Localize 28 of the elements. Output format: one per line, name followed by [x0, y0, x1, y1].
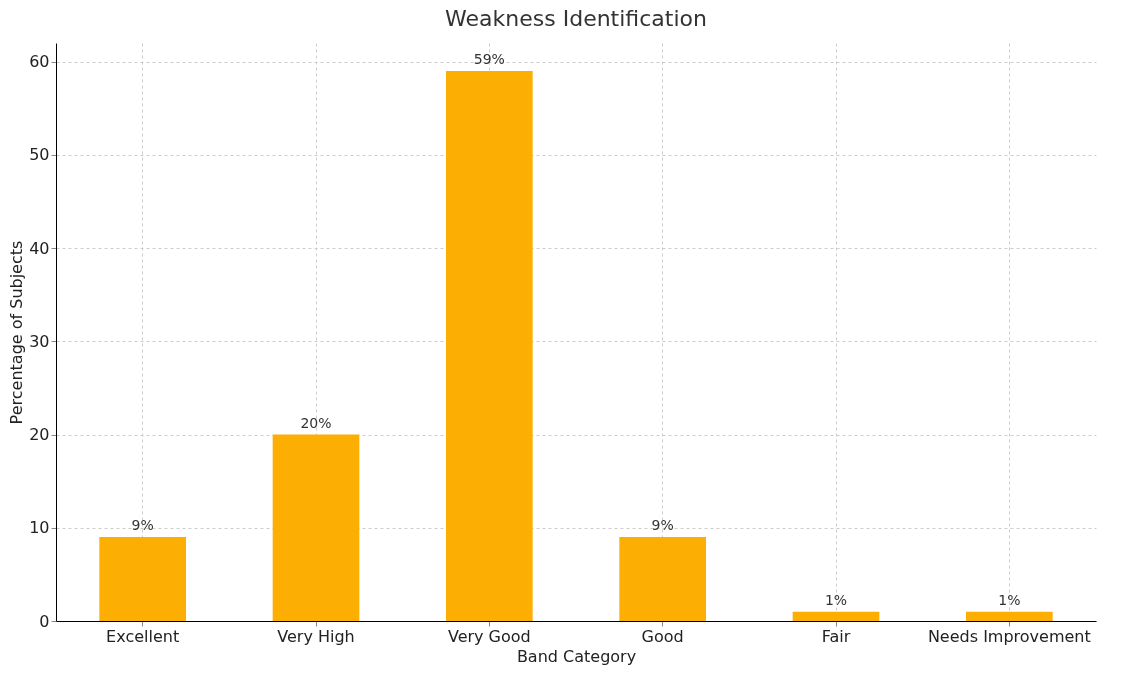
data-label: 20%: [300, 414, 332, 431]
data-label: 59%: [473, 50, 505, 67]
x-tick-label: Very High: [277, 626, 355, 646]
data-label: 9%: [651, 517, 674, 534]
bar: [792, 611, 880, 621]
x-axis-title: Band Category: [516, 646, 637, 666]
chart-title: Weakness Identification: [445, 6, 707, 31]
bar: [272, 434, 360, 621]
bar: [99, 537, 186, 621]
data-label: 1%: [998, 591, 1021, 608]
data-label: 9%: [131, 517, 154, 534]
y-tick-label: 40: [29, 238, 50, 258]
bar: [446, 70, 533, 621]
bar: [619, 537, 706, 621]
y-tick-label: 50: [29, 145, 50, 165]
y-tick-label: 30: [29, 331, 50, 351]
y-tick-label: 10: [29, 518, 50, 538]
x-tick-label: Needs Improvement: [927, 626, 1091, 646]
y-axis-title: Percentage of Subjects: [7, 240, 27, 425]
x-tick-label: Good: [641, 626, 684, 646]
x-tick-label: Very Good: [447, 626, 531, 646]
x-tick-label: Excellent: [106, 626, 180, 646]
y-tick-label: 20: [29, 425, 50, 445]
bar: [966, 611, 1053, 621]
x-tick-label: Fair: [821, 626, 851, 646]
data-label: 1%: [824, 591, 848, 608]
y-tick-label: 0: [39, 611, 50, 631]
y-tick-label: 60: [29, 52, 50, 72]
